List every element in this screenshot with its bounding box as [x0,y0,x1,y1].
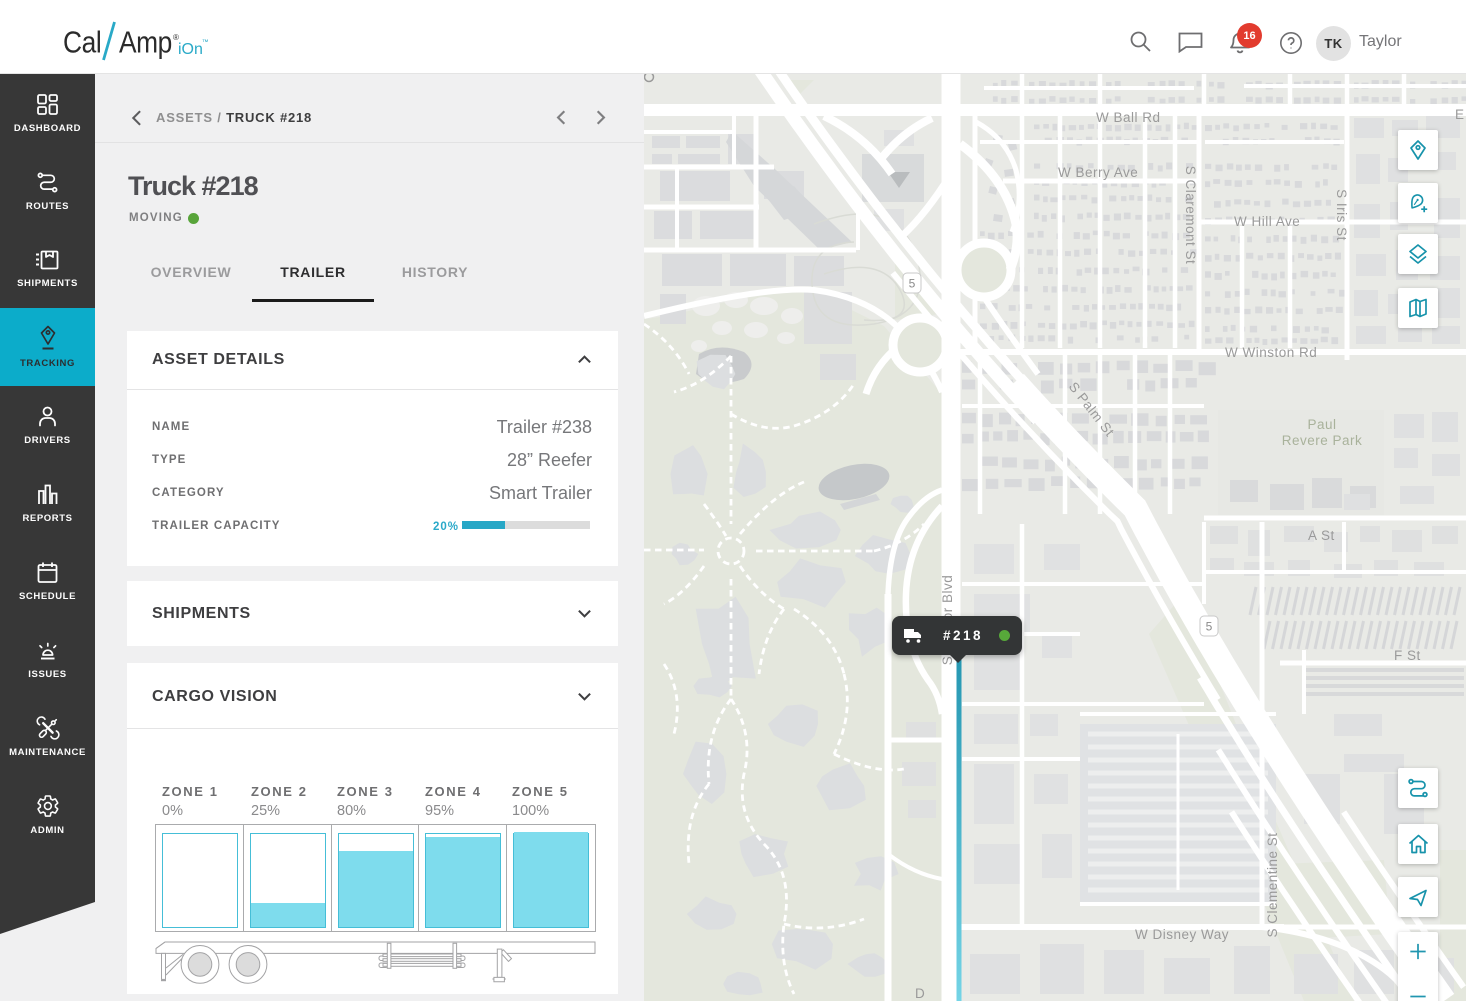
svg-text:D: D [915,986,925,1001]
svg-text:Cal: Cal [63,26,101,60]
svg-text:E: E [1455,107,1465,122]
svg-text:S Claremont St: S Claremont St [1183,166,1198,265]
svg-text:W Berry Ave: W Berry Ave [1058,165,1138,180]
svg-text:®: ® [173,33,179,42]
svg-text:™: ™ [202,39,209,46]
svg-text:S Clementine St: S Clementine St [1265,832,1280,937]
svg-text:A St: A St [1308,528,1335,543]
svg-text:Paul: Paul [1307,417,1336,432]
svg-text:W Ball Rd: W Ball Rd [1096,110,1161,125]
svg-text:W Disney Way: W Disney Way [1135,927,1229,942]
svg-text:W Hill Ave: W Hill Ave [1234,214,1300,229]
svg-text:Amp: Amp [119,26,172,60]
svg-text:F St: F St [1394,648,1421,663]
svg-text:5: 5 [909,277,916,291]
svg-text:iOn: iOn [178,41,203,58]
svg-text:S Iris St: S Iris St [1334,189,1349,241]
svg-text:5: 5 [1206,620,1213,634]
svg-text:Revere Park: Revere Park [1282,433,1363,448]
svg-text:W Winston Rd: W Winston Rd [1225,345,1317,360]
